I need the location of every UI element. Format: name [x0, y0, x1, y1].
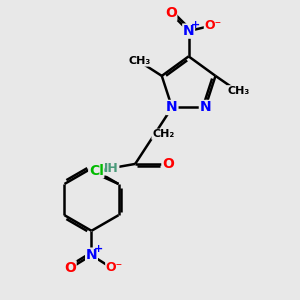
Text: Cl: Cl — [89, 164, 104, 178]
Text: O: O — [162, 157, 174, 171]
Text: O: O — [165, 6, 177, 20]
Text: O⁻: O⁻ — [204, 19, 222, 32]
Text: N: N — [200, 100, 211, 115]
Text: N: N — [86, 248, 97, 262]
Text: CH₃: CH₃ — [227, 86, 250, 96]
Text: NH: NH — [98, 162, 119, 175]
Text: CH₂: CH₂ — [152, 129, 174, 139]
Text: O: O — [64, 261, 76, 275]
Text: +: + — [190, 20, 200, 30]
Text: CH₃: CH₃ — [128, 56, 151, 66]
Text: O⁻: O⁻ — [106, 262, 123, 275]
Text: N: N — [166, 100, 178, 115]
Text: N: N — [183, 24, 194, 38]
Text: +: + — [93, 244, 103, 254]
